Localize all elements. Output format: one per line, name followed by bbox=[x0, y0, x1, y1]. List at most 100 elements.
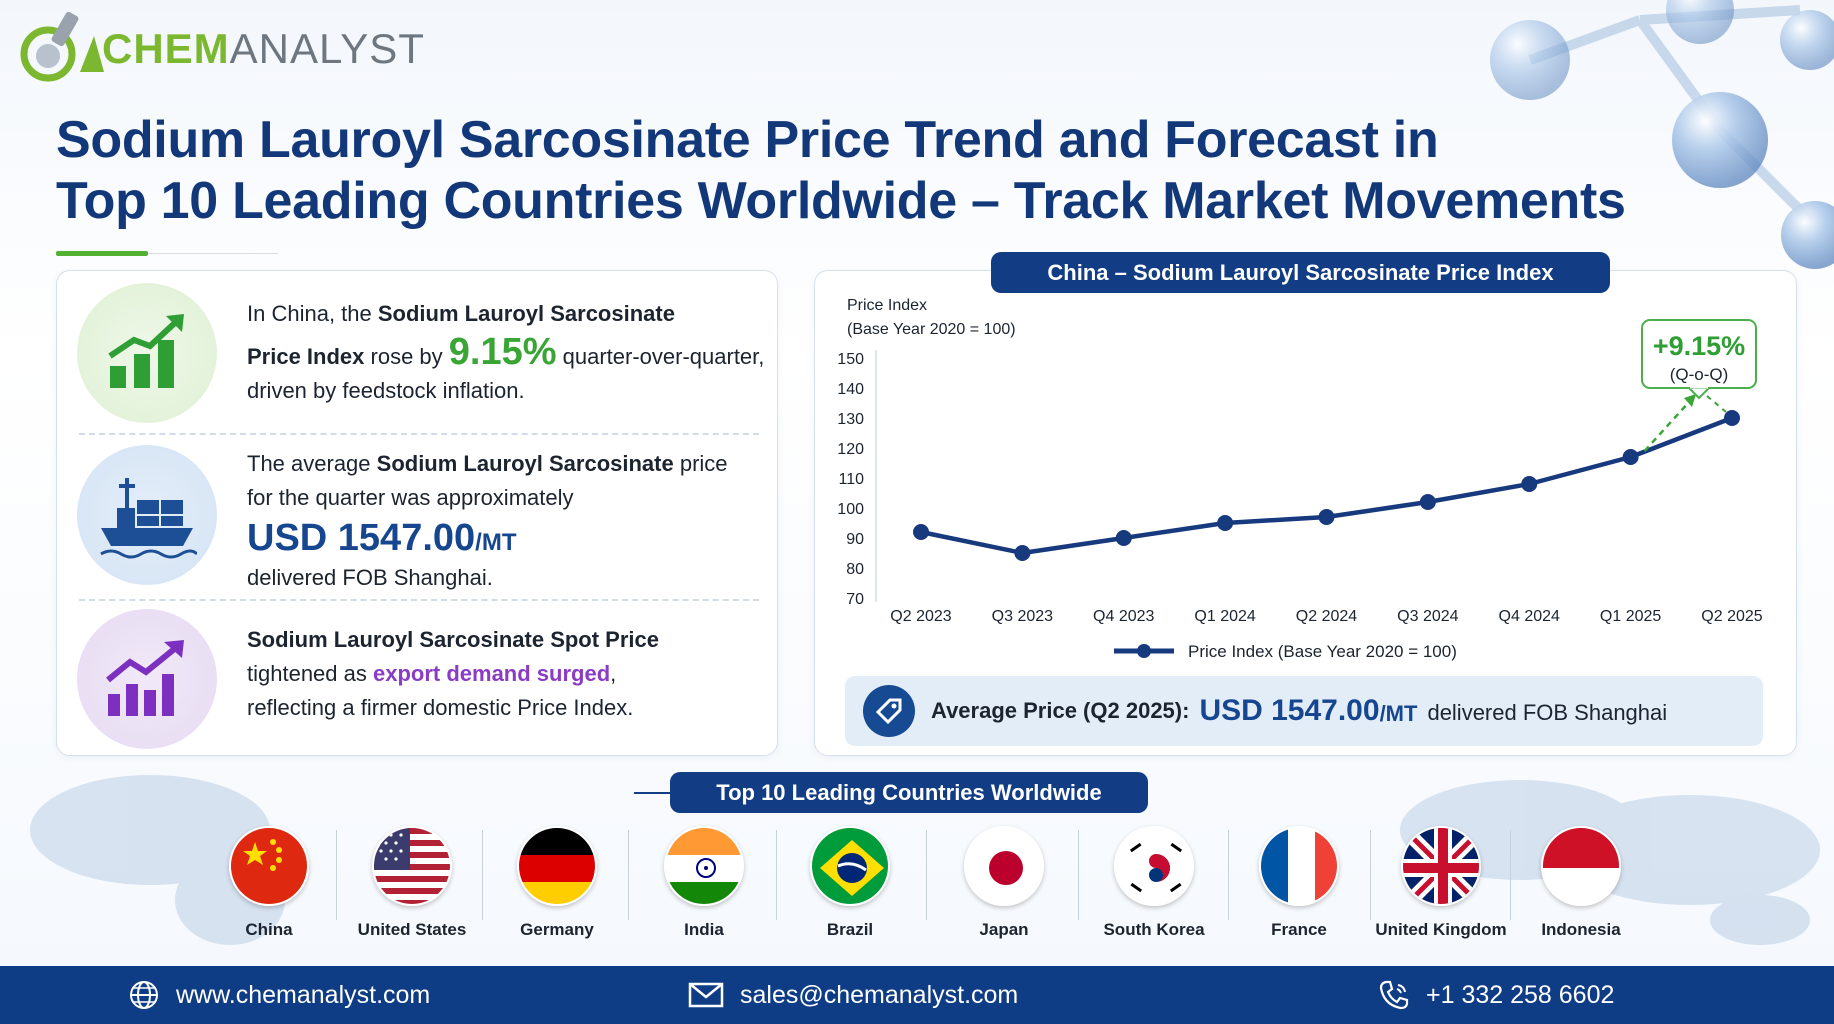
country-divider bbox=[1078, 830, 1079, 920]
y-tick-label: 70 bbox=[846, 591, 864, 608]
average-price-unit: /MT bbox=[1379, 701, 1418, 726]
chart-title: China – Sodium Lauroyl Sarcosinate Price… bbox=[991, 252, 1610, 293]
x-tick-label: Q2 2025 bbox=[1701, 608, 1762, 625]
page-title: Sodium Lauroyl Sarcosinate Price Trend a… bbox=[56, 110, 1656, 232]
data-point bbox=[1318, 509, 1335, 525]
callout-label: (Q-o-Q) bbox=[1670, 365, 1729, 384]
south-korea-flag-icon bbox=[1114, 826, 1194, 906]
average-price-amount: USD 1547.00 bbox=[1199, 694, 1380, 727]
callout-leader bbox=[1706, 395, 1727, 413]
y-tick-label: 100 bbox=[837, 501, 864, 518]
country-china[interactable]: China bbox=[196, 826, 342, 940]
x-tick-label: Q2 2023 bbox=[890, 608, 951, 625]
germany-flag-icon bbox=[517, 826, 597, 906]
chart-legend: Price Index (Base Year 2020 = 100) bbox=[1114, 642, 1457, 661]
country-indonesia[interactable]: Indonesia bbox=[1508, 826, 1654, 940]
country-india[interactable]: India bbox=[631, 826, 777, 940]
average-price-value: USD 1547.00 bbox=[247, 517, 476, 559]
country-divider bbox=[926, 830, 927, 920]
cargo-ship-icon bbox=[77, 445, 217, 585]
average-price-terms: delivered FOB Shanghai bbox=[1427, 700, 1668, 725]
phone-icon bbox=[1379, 980, 1409, 1010]
y-tick-label: 110 bbox=[838, 471, 864, 488]
flask-logo-icon bbox=[20, 11, 104, 82]
average-price-label: Average Price (Q2 2025): bbox=[931, 698, 1190, 723]
country-germany[interactable]: Germany bbox=[484, 826, 630, 940]
row-divider bbox=[79, 433, 759, 435]
purple-growth-icon bbox=[77, 609, 217, 749]
uk-flag-icon bbox=[1401, 826, 1481, 906]
callout-percent: +9.15% bbox=[1653, 331, 1745, 361]
data-point bbox=[1724, 410, 1740, 426]
country-south-korea[interactable]: South Korea bbox=[1081, 826, 1227, 940]
legend-marker bbox=[1137, 644, 1151, 658]
plot-area bbox=[913, 394, 1740, 561]
data-point bbox=[1521, 476, 1538, 492]
country-divider bbox=[482, 830, 483, 920]
envelope-icon bbox=[688, 982, 724, 1008]
x-tick-label: Q4 2023 bbox=[1093, 608, 1154, 625]
country-brazil[interactable]: Brazil bbox=[777, 826, 923, 940]
chart-panel bbox=[814, 270, 1797, 756]
country-united-states[interactable]: United States bbox=[339, 826, 485, 940]
footer-bar: www.chemanalyst.com sales@chemanalyst.co… bbox=[0, 966, 1834, 1024]
y-tick-label: 140 bbox=[837, 381, 864, 398]
country-japan[interactable]: Japan bbox=[931, 826, 1077, 940]
y-axis-label-2: (Base Year 2020 = 100) bbox=[847, 321, 1016, 338]
country-united-kingdom[interactable]: United Kingdom bbox=[1368, 826, 1514, 940]
insight-text-1: In China, the Sodium Lauroyl Sarcosinate… bbox=[247, 301, 765, 403]
row-divider bbox=[79, 599, 759, 601]
x-axis: Q2 2023 Q3 2023 Q4 2023 Q1 2024 Q2 2024 Q3 20… bbox=[890, 608, 1762, 625]
price-index-chart: Price Index (Base Year 2020 = 100) 70 80 9… bbox=[837, 297, 1762, 661]
export-demand-highlight: export demand surged bbox=[372, 661, 611, 686]
y-tick-label: 130 bbox=[837, 411, 864, 428]
x-tick-label: Q3 2024 bbox=[1397, 608, 1458, 625]
x-tick-label: Q2 2024 bbox=[1296, 608, 1357, 625]
average-price-banner: Average Price (Q2 2025): USD 1547.00 /MT… bbox=[845, 676, 1763, 746]
title-accent-bar bbox=[56, 251, 148, 256]
globe-icon bbox=[130, 981, 158, 1009]
title-divider bbox=[148, 253, 278, 254]
y-axis-label-1: Price Index bbox=[847, 297, 927, 314]
footer-email[interactable]: sales@chemanalyst.com bbox=[688, 966, 1018, 1024]
growth-arrow bbox=[1643, 401, 1690, 452]
japan-flag-icon bbox=[964, 826, 1044, 906]
data-point bbox=[1622, 449, 1639, 465]
insights-panel: In China, the Sodium Lauroyl Sarcosinate… bbox=[56, 270, 778, 756]
y-tick-label: 120 bbox=[837, 441, 864, 458]
data-point bbox=[1217, 515, 1234, 531]
footer-website[interactable]: www.chemanalyst.com bbox=[128, 966, 430, 1024]
x-tick-label: Q4 2024 bbox=[1499, 608, 1560, 625]
y-tick-label: 150 bbox=[837, 351, 864, 368]
usa-flag-icon bbox=[372, 826, 452, 906]
insight-text-3: Sodium Lauroyl Sarcosinate Spot Price ti… bbox=[247, 627, 659, 720]
country-france[interactable]: France bbox=[1226, 826, 1372, 940]
china-flag-icon bbox=[229, 826, 309, 906]
y-tick-label: 80 bbox=[846, 561, 864, 578]
france-flag-icon bbox=[1259, 826, 1339, 906]
x-tick-label: Q1 2025 bbox=[1600, 608, 1661, 625]
country-divider bbox=[628, 830, 629, 920]
indonesia-flag-icon bbox=[1541, 826, 1621, 906]
insight-text-2: The average Sodium Lauroyl Sarcosinate p… bbox=[247, 451, 728, 590]
countries-heading: Top 10 Leading Countries Worldwide bbox=[670, 772, 1148, 813]
title-line-1: Sodium Lauroyl Sarcosinate Price Trend a… bbox=[56, 111, 1439, 169]
title-line-2: Top 10 Leading Countries Worldwide – Tra… bbox=[56, 172, 1626, 230]
y-axis: 70 80 90 100 110 120 130 140 150 bbox=[837, 350, 877, 608]
growth-chart-icon bbox=[77, 283, 217, 423]
series-line bbox=[920, 415, 1733, 556]
logo-wordmark: CHEMANALYST bbox=[102, 25, 425, 72]
country-divider bbox=[776, 830, 777, 920]
qoq-callout: +9.15% (Q-o-Q) bbox=[1641, 319, 1757, 400]
brazil-flag-icon bbox=[810, 826, 890, 906]
y-tick-label: 90 bbox=[846, 531, 864, 548]
chemanalyst-logo[interactable]: CHEMANALYST bbox=[14, 6, 425, 86]
footer-phone[interactable]: +1 332 258 6602 bbox=[1378, 966, 1614, 1024]
pct-highlight: 9.15% bbox=[448, 331, 557, 373]
data-point bbox=[1014, 545, 1031, 561]
country-divider bbox=[1510, 830, 1511, 920]
legend-label: Price Index (Base Year 2020 = 100) bbox=[1188, 642, 1457, 661]
growth-arrowhead bbox=[1684, 394, 1696, 407]
country-divider bbox=[336, 830, 337, 920]
